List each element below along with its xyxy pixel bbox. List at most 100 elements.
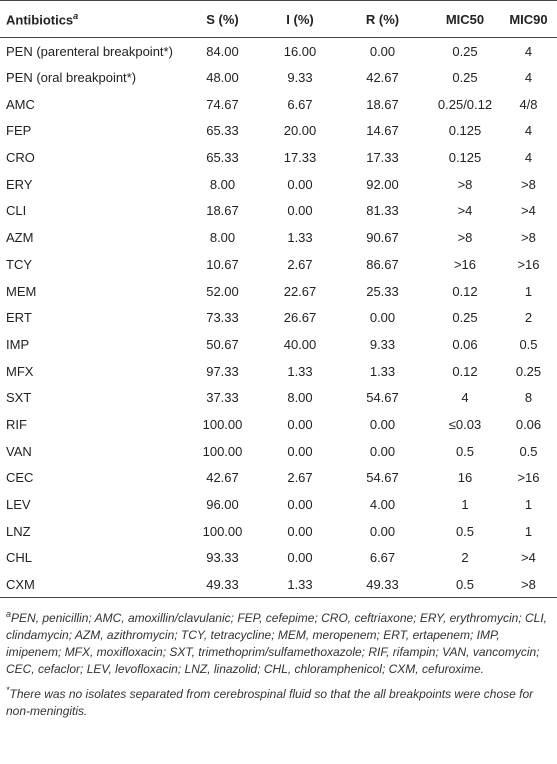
table-cell: 0.00 [369,523,396,539]
table-row: RIF 100.00 0.00 0.00 ≤0.03 0.06 [0,411,557,438]
table-cell: 0.06 [452,336,478,352]
row-label: ERY [6,176,33,192]
table-cell: 0.5 [455,443,475,459]
table-row: LEV 96.00 0.00 4.00 1 1 [0,491,557,518]
table-cell: 0.00 [369,443,396,459]
table-cell: 42.67 [366,70,399,86]
table-cell: >16 [453,256,477,272]
table-cell: 0.5 [455,576,475,592]
table-row: PEN (oral breakpoint*) 48.00 9.33 42.67 0.25… [0,64,557,91]
row-label: AZM [6,230,34,246]
table-cell: 0.5 [519,336,538,352]
table-cell: 8.00 [209,230,236,246]
table-cell: 0.125 [448,150,482,166]
table-cell: 16.00 [283,43,317,59]
row-label: CLI [6,203,27,219]
header-cell: Antibioticsa [0,1,180,38]
row-label: CEC [6,470,34,486]
table-row: ERT 73.33 26.67 0.00 0.25 2 [0,304,557,331]
table-row: CXM 49.33 1.33 49.33 0.5 >8 [0,571,557,598]
header-cell: I (%) [265,1,335,38]
table-row: ERY 8.00 0.00 92.00 >8 >8 [0,171,557,198]
header-text: MIC50 [445,11,485,27]
footnote-text: PEN, penicillin; AMC, amoxillin/clavulan… [6,611,547,677]
table-cell: 0.00 [287,176,313,192]
table-cell: 65.33 [206,150,239,166]
table-cell: >4 [521,203,536,219]
row-label: RIF [6,416,27,432]
table-cell: 0.06 [515,416,542,432]
row-label: CHL [6,550,33,566]
table-row: CRO 65.33 17.33 17.33 0.125 4 [0,144,557,171]
row-label: FEP [6,123,32,139]
table-cell: >8 [521,176,536,192]
table-cell: 4/8 [519,96,538,112]
table-row: AMC 74.67 6.67 18.67 0.25/0.12 4/8 [0,91,557,118]
table-cell: 49.33 [366,576,399,592]
table-cell: >16 [517,256,540,272]
table-cell: 92.00 [366,176,399,192]
table-header: Antibioticsa S (%) I (%) R (%) MIC50 MIC90 [0,0,557,38]
table-row: LNZ 100.00 0.00 0.00 0.5 1 [0,518,557,545]
row-label: CRO [6,150,35,166]
table-cell: 0.00 [287,497,313,513]
table-cell: 0.00 [287,550,313,566]
header-text: Antibiotics [6,12,74,28]
table-cell: 1 [524,497,533,513]
header-marker: a [73,10,79,21]
table-cell: 6.67 [369,550,396,566]
table-cell: 0.25 [452,43,478,59]
table-cell: 0.25 [515,363,542,379]
table-cell: 74.67 [206,96,239,112]
table-cell: 100.00 [202,443,243,459]
footnote: aPEN, penicillin; AMC, amoxillin/clavula… [6,606,551,678]
table-container: Antibioticsa S (%) I (%) R (%) MIC50 MIC90 PE… [0,0,557,719]
table-cell: 48.00 [206,70,239,86]
table-cell: 86.67 [366,256,399,272]
row-label: MFX [6,363,34,379]
header-text: MIC90 [509,11,548,27]
table-cell: 4 [461,390,469,406]
table-cell: 52.00 [206,283,239,299]
table-cell: 4 [524,70,533,86]
table-cell: 8.00 [209,176,236,192]
header-cell: MIC90 [500,1,557,38]
table-cell: 2.67 [287,470,313,486]
footnote-text: There was no isolates separated from cer… [6,687,534,719]
table-row: MEM 52.00 22.67 25.33 0.12 1 [0,278,557,305]
table-cell: 6.67 [287,96,313,112]
table-cell: 4 [524,43,533,59]
table-cell: 4 [524,150,533,166]
table-cell: 14.67 [366,123,399,139]
header-text: R (%) [365,11,400,27]
table-cell: 0.00 [287,443,313,459]
row-label: LEV [6,497,31,513]
table-cell: 18.67 [206,203,239,219]
table-cell: 17.33 [366,150,399,166]
table-cell: >8 [457,230,473,246]
table-row: PEN (parenteral breakpoint*) 84.00 16.00 0.… [0,38,557,65]
table-cell: 2.67 [287,256,313,272]
row-label: MEM [6,283,37,299]
table-cell: 49.33 [206,576,239,592]
row-label: LNZ [6,523,31,539]
table-cell: 22.67 [283,283,317,299]
table-cell: 26.67 [283,310,317,326]
header-text: I (%) [286,11,314,27]
table-cell: 2 [461,550,469,566]
table-cell: 1.33 [287,576,313,592]
table-cell: >4 [521,550,536,566]
table-row: VAN 100.00 0.00 0.00 0.5 0.5 [0,438,557,465]
table-cell: 0.00 [287,523,313,539]
table-cell: 8 [524,390,533,406]
row-label: PEN (oral breakpoint*) [6,70,137,86]
table-cell: 0.00 [369,416,396,432]
table-cell: 40.00 [283,336,317,352]
table-cell: ≤0.03 [448,416,482,432]
table-cell: 25.33 [366,283,399,299]
table-cell: 0.25 [452,310,478,326]
table-row: SXT 37.33 8.00 54.67 4 8 [0,384,557,411]
row-label: ERT [6,310,32,326]
table-cell: 0.00 [369,310,396,326]
